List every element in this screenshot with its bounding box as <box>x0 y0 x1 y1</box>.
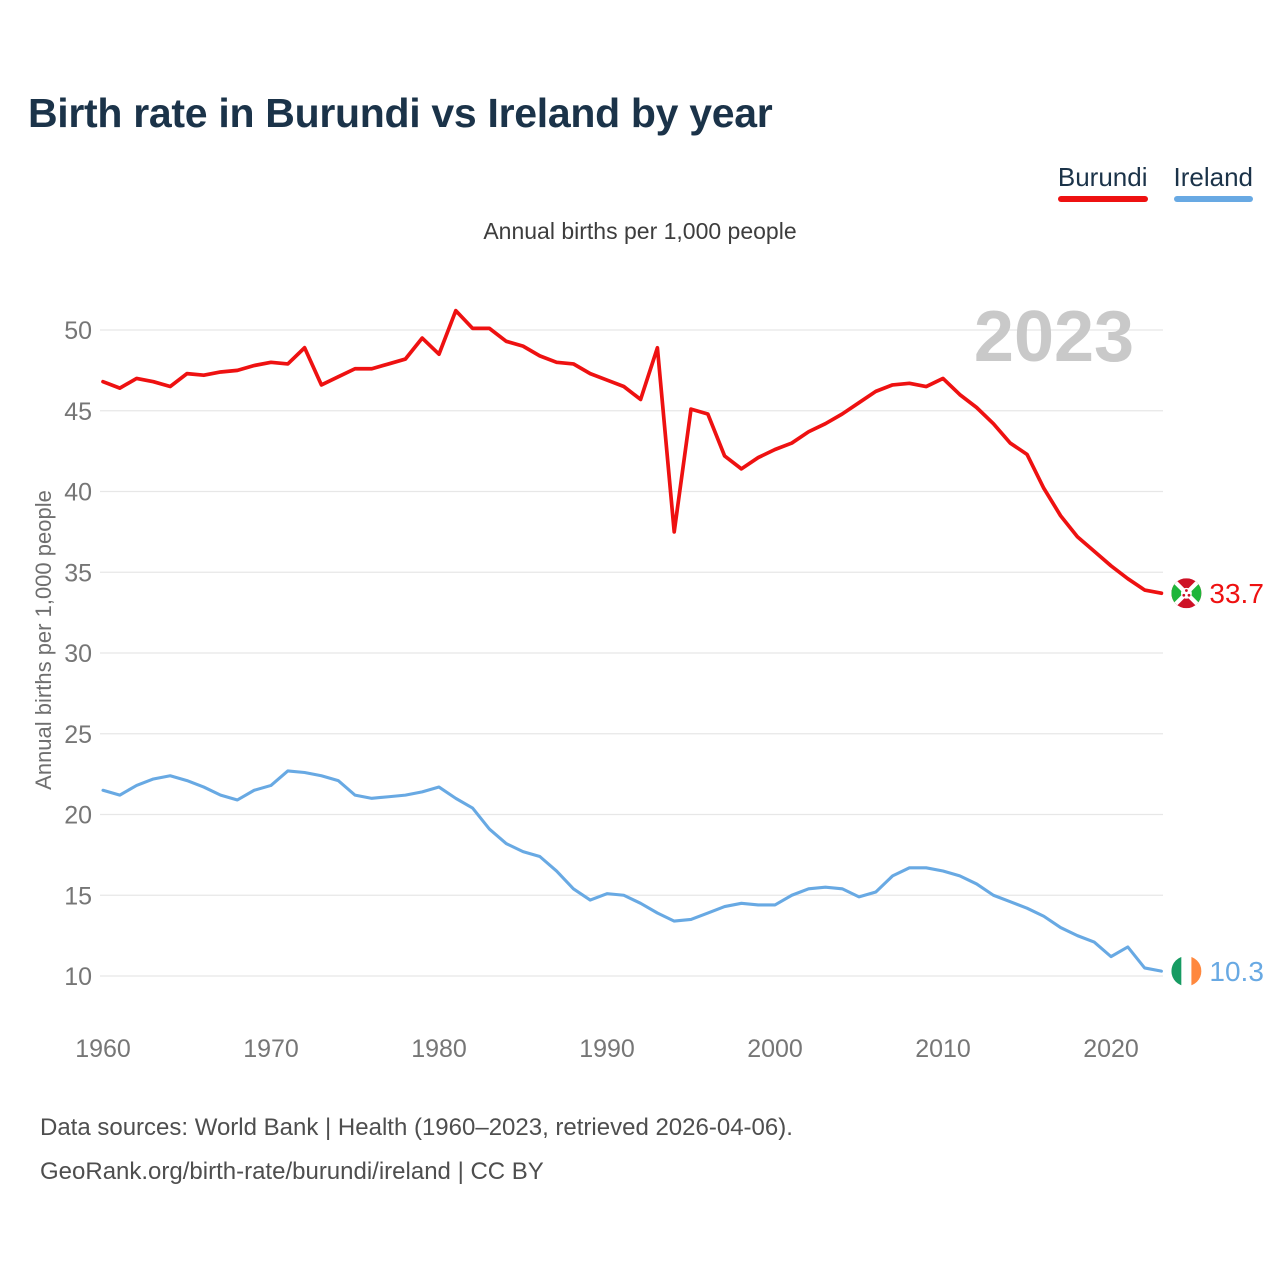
y-tick-label: 45 <box>64 398 92 426</box>
y-tick-label: 30 <box>64 640 92 668</box>
x-tick-label: 2010 <box>915 1035 971 1063</box>
x-tick-label: 1960 <box>75 1035 131 1063</box>
y-tick-label: 15 <box>64 882 92 910</box>
watermark-year: 2023 <box>974 297 1134 377</box>
y-tick-label: 50 <box>64 317 92 345</box>
ireland-flag-icon <box>1171 956 1202 987</box>
y-tick-label: 35 <box>64 559 92 587</box>
legend-item-burundi[interactable]: Burundi <box>1057 162 1148 202</box>
legend-bar-burundi <box>1057 196 1148 202</box>
y-tick-label: 25 <box>64 721 92 749</box>
legend-label-ireland: Ireland <box>1173 162 1254 192</box>
burundi-line <box>101 308 1164 596</box>
attribution-link[interactable]: GeoRank.org/birth-rate/burundi/ireland |… <box>40 1158 544 1185</box>
x-tick-label: 1990 <box>579 1035 635 1063</box>
legend-bar-ireland <box>1173 196 1253 202</box>
legend-item-ireland[interactable]: Ireland <box>1173 162 1254 202</box>
x-tick-label: 2020 <box>1083 1035 1139 1063</box>
burundi-value-label: 33.7 <box>1209 578 1264 609</box>
y-tick-label: 20 <box>64 802 92 830</box>
y-tick-label: 40 <box>64 479 92 507</box>
x-tick-label: 1980 <box>411 1035 467 1063</box>
ireland-value-label: 10.3 <box>1209 956 1264 987</box>
footer: Data sources: World Bank | Health (1960–… <box>40 1106 793 1194</box>
chart-subtitle: Annual births per 1,000 people <box>483 218 797 244</box>
legend: Burundi Ireland <box>1057 162 1254 202</box>
x-tick-label: 1970 <box>243 1035 299 1063</box>
ireland-line <box>101 769 1163 973</box>
page-title: Birth rate in Burundi vs Ireland by year <box>28 90 773 136</box>
y-tick-label: 10 <box>64 963 92 991</box>
x-tick-label: 2000 <box>747 1035 803 1063</box>
burundi-flag-icon <box>1171 578 1202 609</box>
data-sources-line: Data sources: World Bank | Health (1960–… <box>40 1114 793 1141</box>
legend-label-burundi: Burundi <box>1057 162 1148 192</box>
